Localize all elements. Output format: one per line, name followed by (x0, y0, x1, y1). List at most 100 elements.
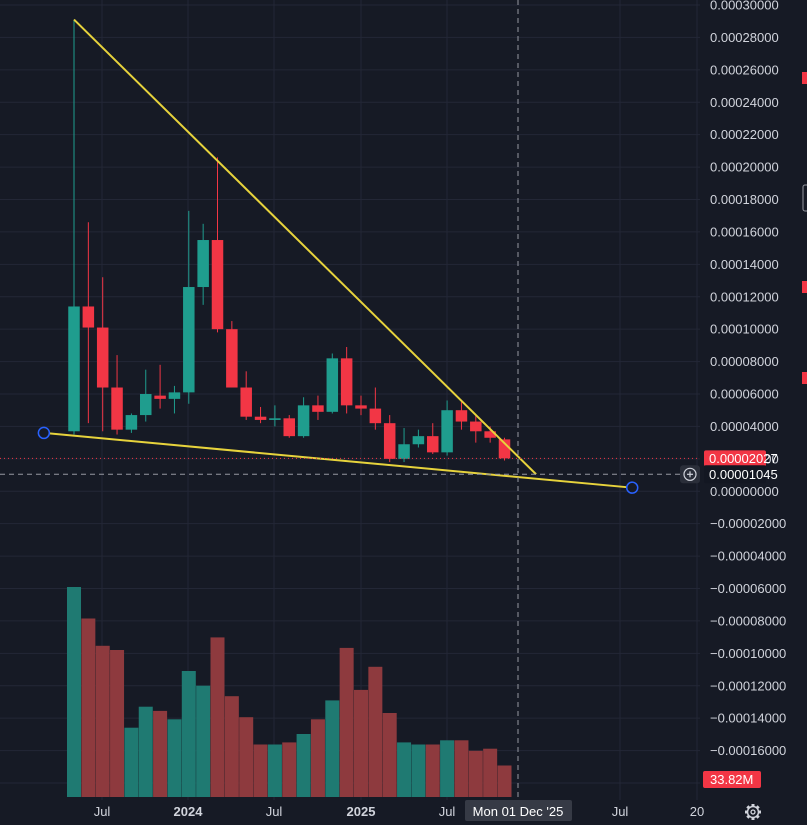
volume-bar (425, 744, 440, 797)
candle-body (383, 423, 396, 459)
volume-bar (282, 742, 297, 797)
offscreen-label-marker (802, 281, 807, 293)
volume-bar (325, 700, 340, 797)
add-alert-button[interactable] (680, 465, 700, 484)
candle-body (312, 405, 324, 412)
time-tick-label: Jul (612, 804, 629, 819)
offscreen-label-marker (802, 372, 807, 384)
volume-label-text: 33.82M (710, 772, 753, 787)
volume-bar (181, 671, 196, 797)
candle (312, 395, 324, 420)
crosshair (0, 0, 700, 800)
candle-body (197, 240, 209, 288)
candle (226, 321, 238, 388)
volume-bar (382, 713, 397, 797)
crosshair-date-label: Mon 01 Dec '25 (465, 800, 572, 821)
trendline-handle[interactable] (37, 426, 51, 440)
candle-body (369, 408, 382, 424)
crosshair-price-label-bg (704, 465, 766, 484)
candle (398, 428, 410, 463)
volume-bar (354, 689, 368, 797)
volume-bar (253, 744, 268, 797)
volume-bar (497, 765, 512, 797)
crosshair-date-label-text: Mon 01 Dec '25 (473, 804, 564, 819)
volume-bar (411, 744, 426, 797)
volume-bar (310, 719, 325, 797)
volume-bar (95, 645, 110, 797)
candle (269, 405, 281, 427)
price-tick-label: 0.00018000 (710, 192, 779, 207)
candle (412, 429, 425, 448)
candle (340, 346, 353, 414)
candle (326, 353, 339, 414)
price-tick-label: 0.00020000 (710, 160, 779, 175)
candle-body (470, 421, 482, 432)
volume-bar (81, 618, 96, 797)
time-tick-label: Jul (94, 804, 111, 819)
candle (383, 415, 396, 463)
time-tick-label: 2024 (174, 804, 204, 819)
gear-icon[interactable] (745, 804, 761, 820)
price-tick-label: −0.00014000 (710, 711, 786, 726)
candle-body (269, 418, 281, 420)
candle (68, 19, 80, 435)
price-tick-label: 0.00006000 (710, 387, 779, 402)
time-axis[interactable]: Jul 2024 Jul 2025 Jul Jul 20 Mon 01 Dec '25 (94, 800, 761, 821)
volume-bar (196, 685, 211, 797)
candle-body (111, 387, 123, 430)
trendline-handle[interactable] (625, 481, 639, 494)
candle-body (140, 394, 152, 416)
price-tick-label: −0.00012000 (710, 678, 786, 693)
candle-body (340, 358, 353, 406)
candle-body (297, 405, 310, 437)
candle-body (154, 395, 166, 399)
candle-body (455, 410, 468, 422)
gear-hub (750, 809, 756, 815)
candle (355, 395, 367, 416)
volume-bar (167, 719, 182, 797)
last-price-label: 0.00002027 (704, 450, 778, 467)
last-price-label-bg (704, 450, 766, 467)
volume-bar (210, 637, 225, 797)
candle (455, 402, 468, 430)
candle-body (326, 358, 339, 412)
candle (427, 423, 439, 454)
volume-bar (440, 740, 455, 797)
candle-body (441, 410, 453, 453)
candle-body (427, 436, 439, 453)
volume-bar (296, 734, 311, 797)
time-tick-label: Jul (266, 804, 283, 819)
candle-body (254, 416, 267, 420)
candle (254, 406, 267, 424)
price-tick-label: −0.00016000 (710, 743, 786, 758)
plus-circle-icon[interactable] (683, 467, 697, 481)
candle-body (82, 306, 95, 328)
candle-body (498, 439, 511, 459)
price-tick-label: 0.00000000 (710, 484, 779, 499)
trendline-lower[interactable] (43, 431, 633, 489)
volume-bar (267, 744, 282, 797)
trendlines[interactable] (37, 18, 639, 494)
price-tick-label: −0.00004000 (710, 549, 786, 564)
volume-bar (67, 587, 81, 797)
candle-body (96, 327, 109, 388)
candle (240, 371, 252, 420)
price-tick-label: 0.00030000 (710, 0, 779, 13)
trendline-upper[interactable] (73, 18, 537, 475)
candle-body (125, 415, 138, 430)
price-tick-label: −0.00008000 (710, 613, 786, 628)
candle (441, 400, 453, 456)
volume-bar (138, 706, 153, 797)
candle (197, 223, 209, 305)
candle-body (183, 287, 195, 393)
crosshair-price-label-text: 0.00001045 (709, 467, 778, 482)
price-tick-label: 0.00026000 (710, 62, 779, 77)
time-tick-label: 20 (690, 804, 704, 819)
candle (111, 355, 123, 435)
candle-body (168, 392, 181, 399)
time-tick-label: 2025 (347, 804, 376, 819)
candle-body (226, 329, 238, 388)
